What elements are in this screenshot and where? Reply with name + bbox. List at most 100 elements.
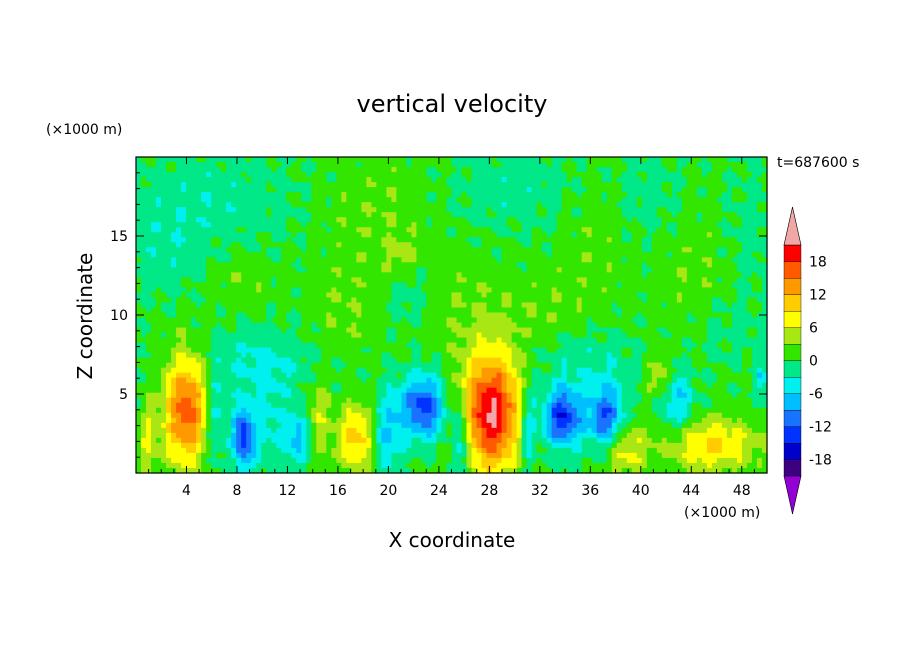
heatmap-cell <box>651 232 658 238</box>
heatmap-cell <box>641 277 648 283</box>
heatmap-cell <box>206 232 212 238</box>
heatmap-cell <box>516 242 523 248</box>
heatmap-cell <box>151 227 157 233</box>
heatmap-cell <box>631 282 638 289</box>
heatmap-cell <box>571 237 578 243</box>
heatmap-cell <box>396 317 403 324</box>
heatmap-cell <box>531 327 538 334</box>
heatmap-cell <box>431 247 438 253</box>
heatmap-cell <box>746 322 753 329</box>
heatmap-cell <box>531 202 538 208</box>
heatmap-cell <box>176 342 182 349</box>
heatmap-cell <box>221 202 227 208</box>
heatmap-cell <box>581 167 588 173</box>
heatmap-cell <box>246 167 252 173</box>
heatmap-cell <box>141 212 147 218</box>
heatmap-cell <box>286 287 292 294</box>
heatmap-cell <box>366 272 372 278</box>
heatmap-cell <box>591 282 598 289</box>
heatmap-cell <box>406 312 413 319</box>
heatmap-cell <box>591 172 598 178</box>
heatmap-cell <box>296 227 302 233</box>
heatmap-cell <box>736 277 743 283</box>
heatmap-cell <box>631 242 638 248</box>
heatmap-cell <box>561 332 568 339</box>
heatmap-cell <box>146 157 152 163</box>
heatmap-cell <box>331 342 337 349</box>
heatmap-cell <box>731 272 738 278</box>
heatmap-cell <box>336 347 342 354</box>
heatmap-cell <box>626 202 633 208</box>
heatmap-cell <box>136 272 142 278</box>
heatmap-cell <box>691 292 698 299</box>
heatmap-cell <box>171 282 177 289</box>
heatmap-cell <box>671 182 678 188</box>
heatmap-cell <box>371 217 377 223</box>
heatmap-cell <box>476 162 483 168</box>
heatmap-cell <box>456 342 463 349</box>
heatmap-cell <box>411 177 418 183</box>
heatmap-cell <box>541 282 548 289</box>
heatmap-cell <box>611 237 618 243</box>
heatmap-cell <box>156 322 162 329</box>
heatmap-cell <box>491 272 498 278</box>
heatmap-cell <box>611 197 618 203</box>
heatmap-cell <box>436 227 443 233</box>
heatmap-cell <box>241 297 247 304</box>
heatmap-cell <box>406 292 413 299</box>
heatmap-cell <box>331 197 337 203</box>
heatmap-cell <box>626 277 633 283</box>
heatmap-cell <box>311 157 317 163</box>
heatmap-cell <box>461 317 468 324</box>
heatmap-cell <box>736 297 743 304</box>
heatmap-cell <box>656 332 663 339</box>
heatmap-cell <box>561 237 568 243</box>
heatmap-cell <box>356 342 362 349</box>
heatmap-cell <box>371 302 377 309</box>
heatmap-cell <box>276 247 282 253</box>
heatmap-cell <box>746 267 753 273</box>
heatmap-cell <box>446 182 453 188</box>
heatmap-cell <box>726 177 733 183</box>
heatmap-cell <box>471 232 478 238</box>
heatmap-cell <box>386 212 393 218</box>
heatmap-cell <box>691 307 698 314</box>
heatmap-cell <box>661 242 668 248</box>
heatmap-cell <box>441 177 448 183</box>
heatmap-cell <box>646 262 653 268</box>
heatmap-cell <box>656 167 663 173</box>
heatmap-cell <box>461 257 468 263</box>
heatmap-cell <box>471 212 478 218</box>
heatmap-cell <box>611 307 618 314</box>
heatmap-cell <box>261 167 267 173</box>
heatmap-cell <box>551 322 558 329</box>
heatmap-cell <box>416 212 423 218</box>
heatmap-cell <box>261 207 267 213</box>
heatmap-cell <box>446 162 453 168</box>
heatmap-cell <box>296 342 302 349</box>
heatmap-cell <box>371 352 377 359</box>
heatmap-cell <box>271 242 277 248</box>
heatmap-cell <box>476 182 483 188</box>
heatmap-cell <box>351 302 357 309</box>
heatmap-cell <box>641 172 648 178</box>
heatmap-cell <box>626 247 633 253</box>
heatmap-cell <box>361 217 367 223</box>
heatmap-cell <box>421 262 428 268</box>
heatmap-cell <box>161 252 167 258</box>
heatmap-cell <box>341 267 347 273</box>
heatmap-cell <box>636 262 643 268</box>
heatmap-cell <box>666 292 673 299</box>
heatmap-cell <box>366 237 372 243</box>
heatmap-cell <box>736 197 743 203</box>
heatmap-cell <box>471 342 478 349</box>
heatmap-cell <box>556 272 563 278</box>
heatmap-cell <box>706 302 713 309</box>
heatmap-cell <box>266 242 272 248</box>
heatmap-cell <box>326 232 332 238</box>
heatmap-cell <box>306 317 312 324</box>
heatmap-cell <box>426 287 433 294</box>
heatmap-cell <box>556 182 563 188</box>
heatmap-cell <box>516 322 523 329</box>
heatmap-cell <box>291 292 297 299</box>
